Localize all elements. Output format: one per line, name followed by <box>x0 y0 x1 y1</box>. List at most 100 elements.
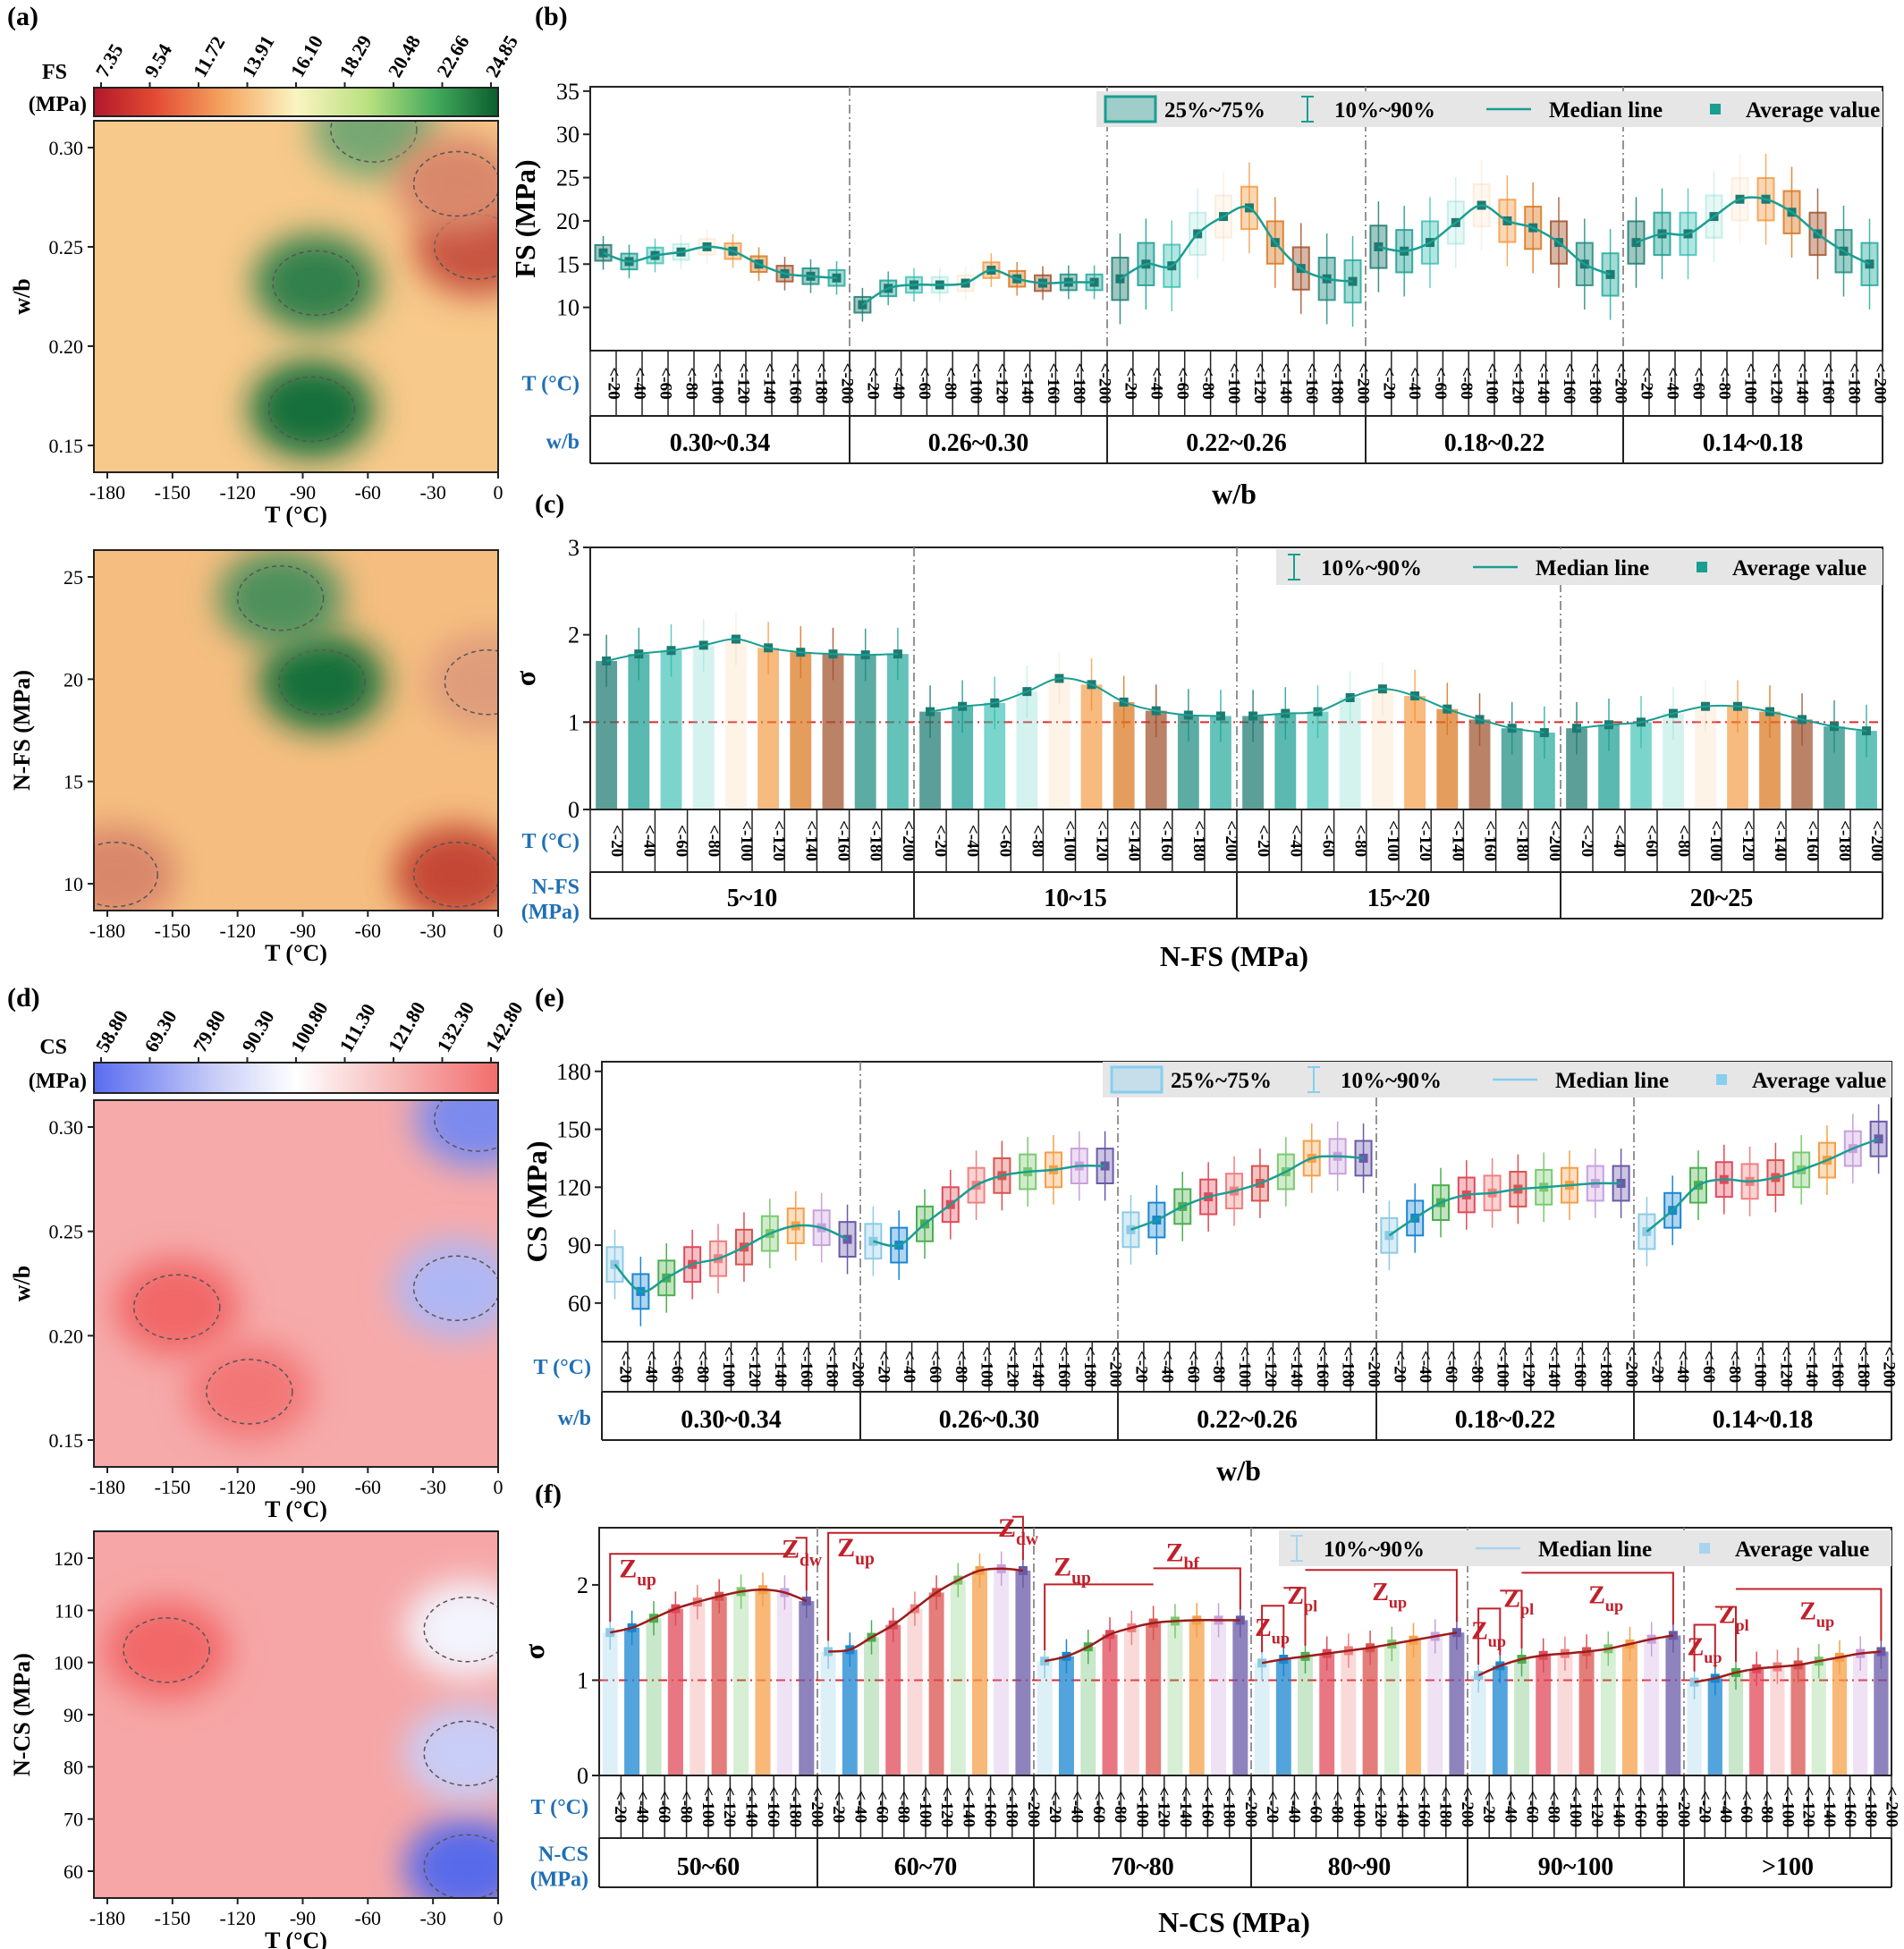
temp-cell-label: <-120 <box>1508 363 1527 404</box>
median-line <box>861 268 1095 306</box>
temp-cell-label: <-20 <box>1578 825 1596 857</box>
heatmap-hotspot <box>393 825 498 911</box>
bar <box>1242 716 1265 809</box>
y-tick-label: 25 <box>556 165 580 191</box>
y-axis-label: w/b <box>9 278 35 314</box>
bar <box>994 1568 1010 1775</box>
bar <box>1211 1620 1227 1775</box>
temp-cell-label: <-160 <box>981 1786 1000 1827</box>
bar <box>1600 1648 1616 1775</box>
zone-bracket <box>1714 1606 1737 1662</box>
row-group-label: N-CS <box>538 1843 588 1867</box>
median-line <box>827 1567 1024 1653</box>
zone-label: Zup <box>1471 1617 1506 1649</box>
zone-label: Zdw <box>998 1513 1038 1549</box>
temp-cell-label: <-20 <box>611 1791 630 1823</box>
temp-cell-label: <-40 <box>1284 1791 1303 1823</box>
bar <box>1406 1640 1421 1775</box>
temp-cell-label: <-140 <box>1771 820 1790 861</box>
temp-cell-label: <-100 <box>1132 1786 1151 1827</box>
x-axis-label: T (°C) <box>265 940 327 966</box>
x-axis-label: T (°C) <box>265 1928 327 1949</box>
median-line <box>1694 1650 1882 1683</box>
group-label: 0.18~0.22 <box>1444 429 1545 457</box>
temp-cell-label: <-180 <box>1513 820 1532 861</box>
bar <box>790 652 812 809</box>
bar <box>1058 1656 1074 1775</box>
row-group-label: (MPa) <box>530 1868 588 1892</box>
y-tick-label: 150 <box>556 1117 591 1143</box>
bar <box>1468 719 1491 809</box>
temp-cell-label: <-20 <box>1131 1351 1150 1383</box>
zone-label: Zdw <box>782 1534 822 1570</box>
temp-cell-label: <-160 <box>834 820 853 861</box>
temp-cell-label: <-40 <box>1663 367 1682 399</box>
legend-label: 25%~75% <box>1171 1069 1272 1093</box>
legend-label: Median line <box>1549 98 1663 123</box>
zone-label: Zpl <box>1503 1585 1534 1617</box>
bar <box>1578 1651 1595 1775</box>
temp-cell-label: <-160 <box>764 1786 783 1827</box>
bar <box>1371 689 1393 809</box>
colorbar-cs <box>93 1062 499 1094</box>
zone-label: Zup <box>1255 1614 1290 1647</box>
x-tick-label: -180 <box>89 1476 125 1498</box>
temp-cell-label: <-40 <box>1673 1351 1692 1383</box>
y-axis-label: w/b <box>9 1266 35 1301</box>
zone-bracket <box>827 1531 1012 1641</box>
temp-cell-label: <-120 <box>1003 1346 1021 1387</box>
bar <box>1037 1661 1053 1775</box>
heatmap-contour <box>423 1596 498 1663</box>
y-tick-label: 120 <box>556 1174 591 1200</box>
bar <box>1048 678 1070 809</box>
x-axis-label-f: N-CS (MPa) <box>1158 1906 1310 1938</box>
temp-cell-label: <-120 <box>1250 363 1269 404</box>
temp-cell-label: <-140 <box>801 820 820 861</box>
bar <box>1015 1570 1031 1775</box>
bar <box>602 1632 618 1775</box>
zone-bracket <box>1011 1515 1024 1560</box>
temp-cell-label: <-100 <box>1741 363 1760 404</box>
median-line <box>873 1165 1105 1248</box>
heatmap-hotspot <box>249 360 375 459</box>
x-tick-label: -90 <box>290 1476 316 1498</box>
bar <box>1663 713 1684 809</box>
temp-cell-label: <-100 <box>1566 1786 1585 1827</box>
colorbar-tick-label: 9.54 <box>140 40 176 81</box>
temp-cell-label: <-180 <box>1189 820 1208 861</box>
temp-cell-label: <-100 <box>1060 820 1079 861</box>
y-tick-label: 0.20 <box>49 1325 84 1347</box>
bar <box>1123 1627 1139 1775</box>
y-tick-label: 0.15 <box>49 435 84 457</box>
bar <box>757 648 780 809</box>
legend-label: 10%~90% <box>1334 98 1435 123</box>
group-label: 0.30~0.34 <box>670 429 771 457</box>
temp-cell-label: <-160 <box>1819 363 1838 404</box>
colorbar-tick-label: 7.35 <box>91 40 128 81</box>
bar <box>1404 696 1426 809</box>
colorbar-tick-label: 20.48 <box>384 31 425 81</box>
temp-cell-label: <-20 <box>874 1351 893 1383</box>
temp-cell-label: <-20 <box>1254 825 1273 857</box>
zone-bracket <box>795 1537 808 1591</box>
y-tick-label: 60 <box>63 1860 83 1883</box>
temp-cell-label: <-140 <box>1125 820 1144 861</box>
heatmap-contour <box>444 649 498 716</box>
median-line <box>1130 1155 1364 1231</box>
temp-cell-label: <-140 <box>1802 1346 1821 1387</box>
legend-box-icon <box>1110 1065 1164 1094</box>
group-label: 0.22~0.26 <box>1197 1406 1298 1434</box>
temp-cell-label: <-120 <box>720 1786 739 1827</box>
y-tick-label: 0.25 <box>49 1221 84 1243</box>
temp-cell-label: <-100 <box>1778 1786 1797 1827</box>
temp-cell-label: <-120 <box>1587 1786 1606 1827</box>
zone-bracket <box>1693 1623 1716 1672</box>
zone-label: Zup <box>1054 1552 1091 1588</box>
bar <box>1177 715 1199 809</box>
bar <box>667 1608 683 1775</box>
temp-cell-label: <-80 <box>693 1351 712 1383</box>
temp-cell-label: <-80 <box>1111 1791 1130 1823</box>
heatmap-contour <box>434 1100 498 1152</box>
temp-cell-label: <-200 <box>1365 1346 1384 1387</box>
